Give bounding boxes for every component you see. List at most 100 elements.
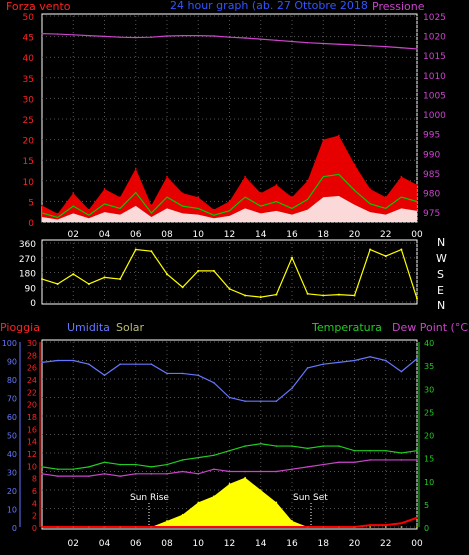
wind-direction-point <box>353 294 356 297</box>
wind-direction-point <box>416 297 418 300</box>
temp-y-tick: 15 <box>424 455 434 464</box>
dewpoint-title: Dew Point (°C) <box>392 321 469 334</box>
direction-y-tick: 360 <box>19 240 36 250</box>
pressure-line <box>41 33 418 50</box>
solar-point <box>291 520 293 522</box>
wind-point <box>119 196 121 199</box>
wind-point <box>72 192 75 194</box>
wind-direction-point <box>197 269 200 272</box>
pressure-point <box>181 34 184 37</box>
pressure-point <box>353 44 356 46</box>
pressure-point <box>213 35 215 37</box>
rain-point <box>166 526 168 528</box>
wind-y-tick: 35 <box>23 75 34 85</box>
dewpoint-point <box>228 470 231 473</box>
rain-point <box>244 526 246 528</box>
wind-direction-point <box>259 296 262 299</box>
dewpoint-point <box>369 459 371 461</box>
wind-point <box>228 200 231 203</box>
wind-point <box>197 196 200 199</box>
humidity-point <box>103 374 106 377</box>
wind-point <box>369 188 371 190</box>
x-tick-bottom: 04 <box>99 539 111 549</box>
humidity-point <box>72 359 75 362</box>
solar-y-tick: 26 <box>27 364 37 373</box>
wind-y-tick: 45 <box>23 34 34 44</box>
humidity-point <box>228 396 231 399</box>
dewpoint-point <box>72 475 75 477</box>
x-tick-top: 16 <box>286 230 298 240</box>
temp-y-tick: 25 <box>424 408 434 417</box>
wind-point <box>244 175 246 178</box>
humidity-point <box>56 359 59 362</box>
dewpoint-point <box>213 468 215 470</box>
solar-point <box>416 526 418 528</box>
humidity-point <box>353 359 356 362</box>
rain-point <box>150 526 153 528</box>
temperature-point <box>322 445 325 447</box>
pressure-point <box>400 46 403 49</box>
rain-point <box>41 526 43 528</box>
rain-point <box>213 526 215 528</box>
wind-point <box>306 180 309 182</box>
direction-y-tick: 180 <box>19 270 36 280</box>
wind-direction-point <box>291 256 293 259</box>
pressure-point <box>134 36 137 39</box>
x-tick-top: 22 <box>380 230 391 240</box>
wind-low-area <box>42 196 417 222</box>
wind-point <box>103 188 106 190</box>
pressure-point <box>244 37 246 39</box>
wind-y-tick: 40 <box>23 54 35 64</box>
humidity-point <box>291 387 293 390</box>
temperature-point <box>400 452 403 454</box>
graph-title: 24 hour graph (ab. 27 Ottobre 2018 <box>170 0 368 12</box>
dewpoint-point <box>400 459 403 461</box>
temperature-point <box>338 445 340 447</box>
solar-y-tick: 6 <box>32 487 37 496</box>
rain-point <box>103 526 106 528</box>
pressure-point <box>119 36 121 38</box>
humidity-title: Umidita <box>67 321 110 334</box>
humidity-point <box>150 363 153 366</box>
dewpoint-point <box>150 473 153 475</box>
temperature-title: Temperatura <box>311 321 382 334</box>
dewpoint-point <box>134 473 137 475</box>
rain-title: Pioggia <box>0 321 40 334</box>
wind-direction-point <box>87 282 90 285</box>
rain-point <box>56 526 59 528</box>
wind-y-tick: 50 <box>23 13 35 23</box>
rain-y-tick: 90 <box>7 358 17 367</box>
rain-point <box>197 526 200 528</box>
pressure-point <box>197 34 200 37</box>
pressure-point <box>322 42 325 45</box>
wind-direction-point <box>244 294 247 297</box>
humidity-point <box>88 363 90 366</box>
rain-point <box>353 526 356 528</box>
temperature-point <box>197 456 200 459</box>
pressure-point <box>88 34 90 37</box>
x-tick-bottom: 08 <box>161 539 173 549</box>
temperature-point <box>306 447 309 450</box>
wind-direction-point <box>369 248 372 251</box>
wind-y-tick: 10 <box>23 178 35 188</box>
rain-y-tick: 60 <box>7 413 17 422</box>
dewpoint-point <box>291 468 293 470</box>
solar-y-tick: 8 <box>32 475 37 484</box>
dewpoint-point <box>338 461 340 464</box>
pressure-y-tick: 990 <box>423 150 440 160</box>
x-tick-top: 10 <box>193 230 205 240</box>
wind-point <box>291 196 293 199</box>
pressure-point <box>306 41 309 44</box>
rain-y-tick: 20 <box>7 487 17 496</box>
temperature-point <box>134 463 137 466</box>
temp-y-tick: 20 <box>424 432 434 441</box>
wind-average-line <box>41 173 418 219</box>
solar-point <box>166 520 168 522</box>
pressure-y-tick: 975 <box>423 209 440 219</box>
temperature-point <box>181 459 184 461</box>
solar-y-tick: 10 <box>27 462 37 471</box>
solar-point <box>244 476 246 479</box>
rain-point <box>259 526 262 528</box>
solar-y-tick: 14 <box>27 438 37 447</box>
